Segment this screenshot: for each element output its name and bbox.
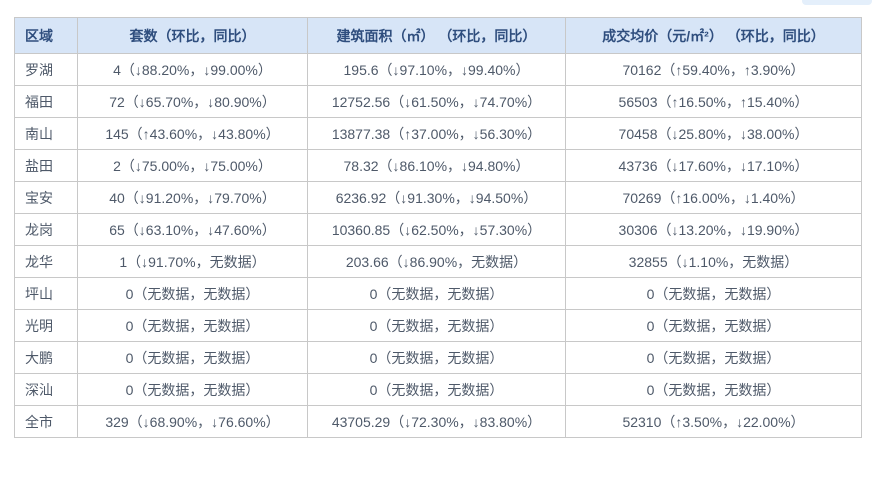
area-cell: 10360.85（↓62.50%，↓57.30%） (307, 213, 566, 246)
price-cell: 0（无数据，无数据） (565, 277, 862, 310)
table-row: 龙岗 65（↓63.10%，↓47.60%） 10360.85（↓62.50%，… (14, 213, 862, 246)
table-row: 盐田 2（↓75.00%，↓75.00%） 78.32（↓86.10%，↓94.… (14, 149, 862, 182)
region-cell: 坪山 (14, 277, 78, 310)
units-cell: 329（↓68.90%，↓76.60%） (77, 405, 308, 438)
table-row: 南山 145（↑43.60%，↓43.80%） 13877.38（↑37.00%… (14, 117, 862, 150)
region-cell: 光明 (14, 309, 78, 342)
area-cell: 12752.56（↓61.50%，↓74.70%） (307, 85, 566, 118)
units-cell: 40（↓91.20%，↓79.70%） (77, 181, 308, 214)
price-cell: 56503（↑16.50%，↑15.40%） (565, 85, 862, 118)
price-cell: 70269（↑16.00%，↓1.40%） (565, 181, 862, 214)
table-row: 光明 0（无数据，无数据） 0（无数据，无数据） 0（无数据，无数据） (14, 309, 862, 342)
area-cell: 0（无数据，无数据） (307, 373, 566, 406)
table-row: 全市 329（↓68.90%，↓76.60%） 43705.29（↓72.30%… (14, 405, 862, 438)
table-row: 罗湖 4（↓88.20%，↓99.00%） 195.6（↓97.10%，↓99.… (14, 53, 862, 86)
region-cell: 南山 (14, 117, 78, 150)
price-cell: 30306（↓13.20%，↓19.90%） (565, 213, 862, 246)
table-row: 深汕 0（无数据，无数据） 0（无数据，无数据） 0（无数据，无数据） (14, 373, 862, 406)
column-header-area: 建筑面积（㎡） （环比，同比） (307, 17, 566, 54)
units-cell: 0（无数据，无数据） (77, 277, 308, 310)
area-cell: 43705.29（↓72.30%，↓83.80%） (307, 405, 566, 438)
price-cell: 52310（↑3.50%，↓22.00%） (565, 405, 862, 438)
column-header-price: 成交均价（元/㎡²） （环比，同比） (565, 17, 862, 54)
units-cell: 65（↓63.10%，↓47.60%） (77, 213, 308, 246)
table-row: 龙华 1（↓91.70%，无数据） 203.66（↓86.90%，无数据） 32… (14, 245, 862, 278)
price-cell: 0（无数据，无数据） (565, 373, 862, 406)
units-cell: 2（↓75.00%，↓75.00%） (77, 149, 308, 182)
area-cell: 0（无数据，无数据） (307, 277, 566, 310)
area-cell: 13877.38（↑37.00%，↓56.30%） (307, 117, 566, 150)
region-cell: 福田 (14, 85, 78, 118)
region-cell: 大鹏 (14, 341, 78, 374)
region-stats-table: 区域 套数（环比，同比） 建筑面积（㎡） （环比，同比） 成交均价（元/㎡²） … (14, 17, 862, 438)
area-cell: 203.66（↓86.90%，无数据） (307, 245, 566, 278)
region-cell: 宝安 (14, 181, 78, 214)
units-cell: 0（无数据，无数据） (77, 309, 308, 342)
units-cell: 72（↓65.70%，↓80.90%） (77, 85, 308, 118)
price-cell: 70458（↓25.80%，↓38.00%） (565, 117, 862, 150)
price-cell: 32855（↓1.10%，无数据） (565, 245, 862, 278)
column-header-region: 区域 (14, 17, 78, 54)
units-cell: 0（无数据，无数据） (77, 341, 308, 374)
area-cell: 6236.92（↓91.30%，↓94.50%） (307, 181, 566, 214)
table-header-row: 区域 套数（环比，同比） 建筑面积（㎡） （环比，同比） 成交均价（元/㎡²） … (14, 17, 862, 54)
area-cell: 195.6（↓97.10%，↓99.40%） (307, 53, 566, 86)
table-row: 宝安 40（↓91.20%，↓79.70%） 6236.92（↓91.30%，↓… (14, 181, 862, 214)
units-cell: 4（↓88.20%，↓99.00%） (77, 53, 308, 86)
region-cell: 全市 (14, 405, 78, 438)
table-row: 福田 72（↓65.70%，↓80.90%） 12752.56（↓61.50%，… (14, 85, 862, 118)
units-cell: 145（↑43.60%，↓43.80%） (77, 117, 308, 150)
region-cell: 深汕 (14, 373, 78, 406)
units-cell: 0（无数据，无数据） (77, 373, 308, 406)
top-right-cutoff-element (802, 0, 872, 5)
units-cell: 1（↓91.70%，无数据） (77, 245, 308, 278)
price-cell: 0（无数据，无数据） (565, 309, 862, 342)
region-cell: 盐田 (14, 149, 78, 182)
region-cell: 龙华 (14, 245, 78, 278)
price-cell: 70162（↑59.40%，↑3.90%） (565, 53, 862, 86)
price-cell: 0（无数据，无数据） (565, 341, 862, 374)
area-cell: 0（无数据，无数据） (307, 309, 566, 342)
region-cell: 龙岗 (14, 213, 78, 246)
table-row: 坪山 0（无数据，无数据） 0（无数据，无数据） 0（无数据，无数据） (14, 277, 862, 310)
price-cell: 43736（↓17.60%，↓17.10%） (565, 149, 862, 182)
area-cell: 0（无数据，无数据） (307, 341, 566, 374)
area-cell: 78.32（↓86.10%，↓94.80%） (307, 149, 566, 182)
table-row: 大鹏 0（无数据，无数据） 0（无数据，无数据） 0（无数据，无数据） (14, 341, 862, 374)
column-header-units: 套数（环比，同比） (77, 17, 308, 54)
region-cell: 罗湖 (14, 53, 78, 86)
